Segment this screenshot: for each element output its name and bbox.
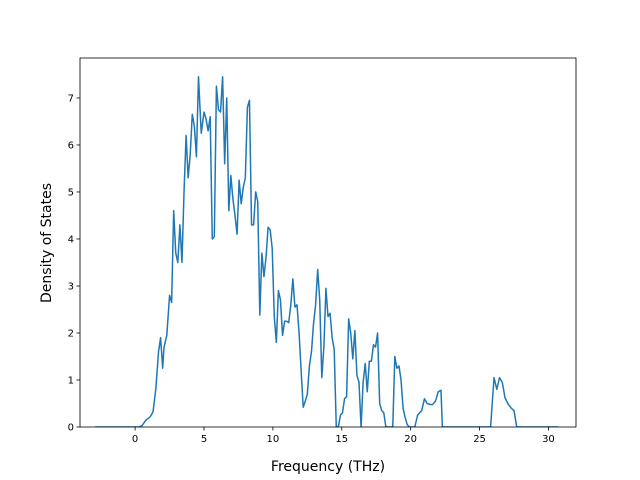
x-tick-label: 5	[201, 434, 207, 445]
y-tick-label: 1	[68, 375, 74, 386]
x-tick-label: 25	[473, 434, 486, 445]
y-axis-label: Density of States	[39, 183, 55, 303]
x-tick-label: 20	[404, 434, 417, 445]
x-tick-label: 0	[132, 434, 138, 445]
x-tick-label: 10	[267, 434, 280, 445]
y-tick-label: 0	[68, 423, 74, 434]
series-line-0	[95, 76, 559, 427]
y-tick-label: 4	[68, 234, 74, 245]
x-axis-ticks: 0 5 10 15 20 25 30	[132, 427, 555, 445]
y-tick-label: 3	[68, 281, 74, 292]
y-tick-label: 7	[68, 93, 74, 104]
x-tick-label: 30	[542, 434, 555, 445]
y-axis-ticks: 0 1 2 3 4 5 6 7	[68, 93, 80, 434]
plot-area	[79, 57, 577, 428]
y-tick-label: 6	[68, 140, 74, 151]
plot-frame	[79, 57, 577, 428]
y-tick-label: 5	[68, 187, 74, 198]
x-tick-label: 15	[335, 434, 348, 445]
x-axis-label: Frequency (THz)	[271, 459, 385, 475]
y-tick-label: 2	[68, 328, 74, 339]
